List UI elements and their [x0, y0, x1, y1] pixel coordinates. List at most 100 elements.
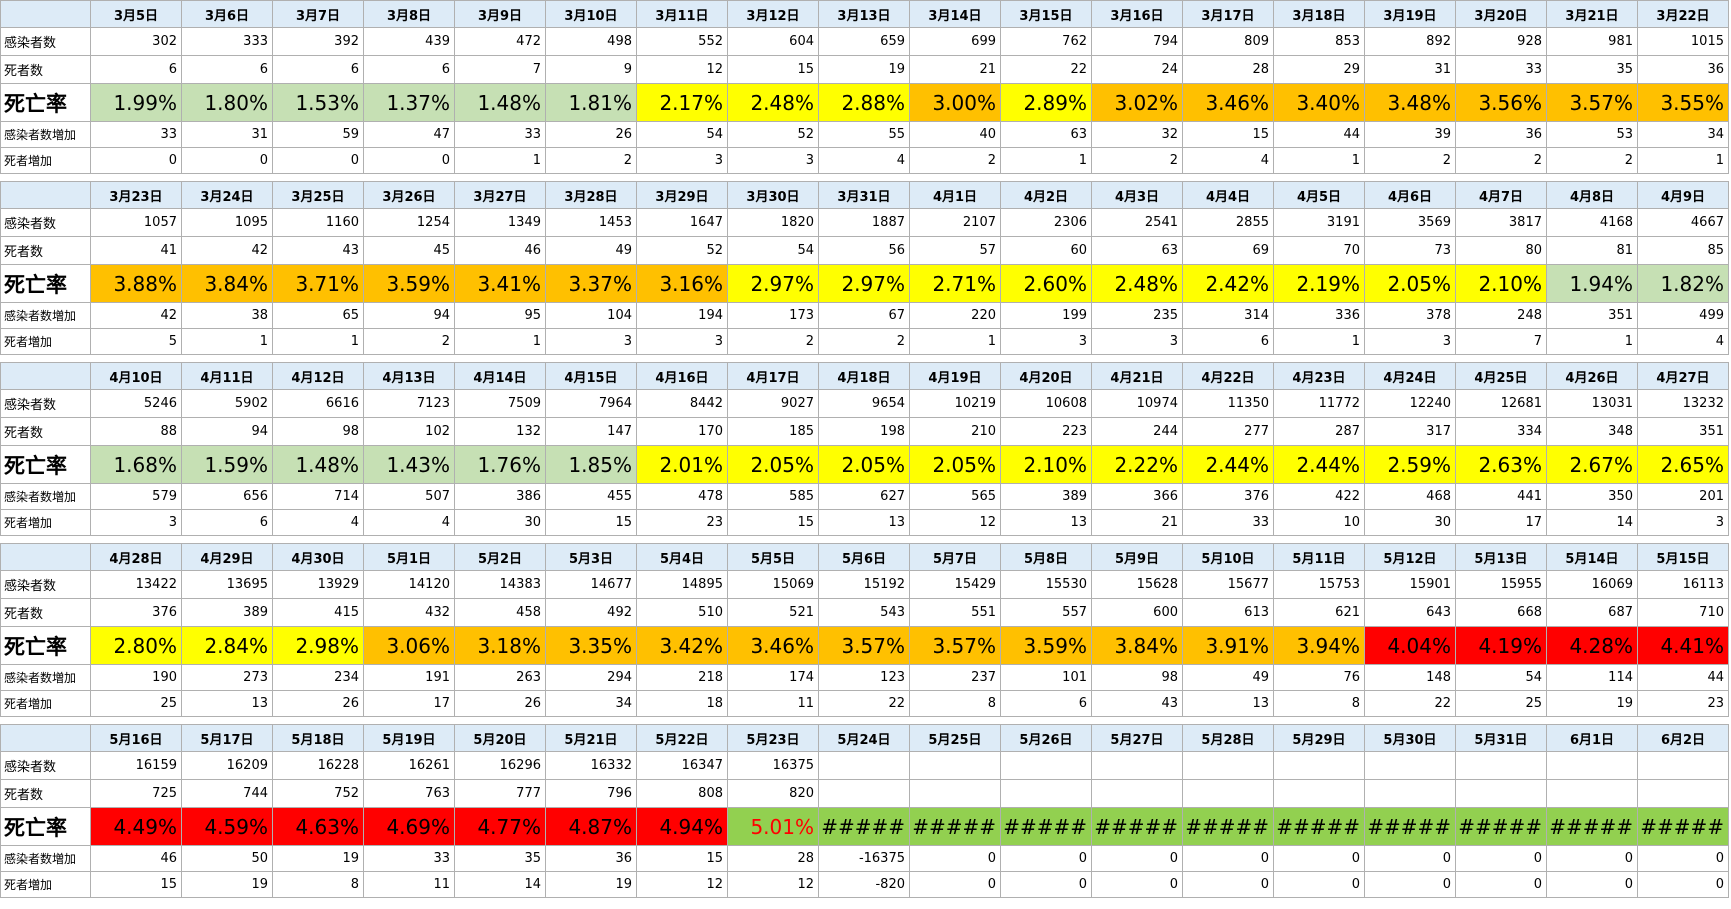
date-header: 3月5日 [91, 0, 182, 28]
value-cell [1001, 780, 1092, 808]
value-cell: 54 [728, 237, 819, 265]
value-cell [1183, 780, 1274, 808]
value-cell: 468 [1365, 484, 1456, 510]
value-cell: 98 [1092, 665, 1183, 691]
value-cell: 0 [910, 846, 1001, 872]
value-cell: 0 [1638, 872, 1729, 898]
value-cell: 600 [1092, 599, 1183, 627]
value-cell: 6 [1001, 691, 1092, 717]
value-cell: 317 [1365, 418, 1456, 446]
value-cell: 710 [1638, 599, 1729, 627]
date-header: 4月9日 [1638, 181, 1729, 209]
value-cell: 13929 [273, 571, 364, 599]
value-cell: 378 [1365, 303, 1456, 329]
value-cell: 34 [1638, 122, 1729, 148]
value-cell: 43 [1092, 691, 1183, 717]
date-header: 4月5日 [1274, 181, 1365, 209]
value-cell: 24 [1092, 56, 1183, 84]
value-cell: 314 [1183, 303, 1274, 329]
date-header: 4月30日 [273, 543, 364, 571]
value-cell: 0 [1456, 872, 1547, 898]
value-cell [819, 780, 910, 808]
value-cell: 42 [182, 237, 273, 265]
value-cell: 23 [637, 510, 728, 536]
value-cell: 33 [1456, 56, 1547, 84]
value-cell [1365, 780, 1456, 808]
value-cell: 762 [1001, 28, 1092, 56]
rate-cell: 3.42% [637, 627, 728, 665]
rate-cell: 2.67% [1547, 446, 1638, 484]
value-cell: 1 [182, 329, 273, 355]
date-header: 4月7日 [1456, 181, 1547, 209]
value-cell: 458 [455, 599, 546, 627]
value-cell: 244 [1092, 418, 1183, 446]
value-cell: 1057 [91, 209, 182, 237]
value-cell: 44 [1274, 122, 1365, 148]
date-header: 3月20日 [1456, 0, 1547, 28]
value-cell: 13 [1183, 691, 1274, 717]
value-cell: 687 [1547, 599, 1638, 627]
value-cell: 752 [273, 780, 364, 808]
value-cell: 147 [546, 418, 637, 446]
value-cell: 45 [364, 237, 455, 265]
value-cell: 33 [364, 846, 455, 872]
value-cell: 63 [1092, 237, 1183, 265]
value-cell: 21 [910, 56, 1001, 84]
rate-cell: 3.48% [1365, 84, 1456, 122]
rate-cell: 4.41% [1638, 627, 1729, 665]
rate-cell: 1.76% [455, 446, 546, 484]
value-cell: 30 [1365, 510, 1456, 536]
rate-cell: 3.06% [364, 627, 455, 665]
rate-cell: 4.04% [1365, 627, 1456, 665]
date-header: 4月26日 [1547, 362, 1638, 390]
value-cell: 0 [364, 148, 455, 174]
date-header: 4月12日 [273, 362, 364, 390]
value-cell: 585 [728, 484, 819, 510]
rate-cell: 2.84% [182, 627, 273, 665]
value-cell [1092, 752, 1183, 780]
value-cell: 12240 [1365, 390, 1456, 418]
rate-cell: 3.57% [819, 627, 910, 665]
value-cell: 1 [910, 329, 1001, 355]
date-header: 6月2日 [1638, 724, 1729, 752]
date-header: 4月17日 [728, 362, 819, 390]
value-cell: 699 [910, 28, 1001, 56]
date-header: 3月23日 [91, 181, 182, 209]
date-header: 3月17日 [1183, 0, 1274, 28]
row-label: 感染者数 [0, 752, 91, 780]
value-cell: 0 [1001, 846, 1092, 872]
value-cell: 28 [1183, 56, 1274, 84]
value-cell: 1 [1274, 148, 1365, 174]
value-cell: 148 [1365, 665, 1456, 691]
date-header: 5月22日 [637, 724, 728, 752]
value-cell: 472 [455, 28, 546, 56]
value-cell: 73 [1365, 237, 1456, 265]
value-cell [1547, 780, 1638, 808]
value-cell: 170 [637, 418, 728, 446]
row-label: 感染者数増加 [0, 484, 91, 510]
value-cell: 16296 [455, 752, 546, 780]
rate-cell: 2.60% [1001, 265, 1092, 303]
value-cell: 277 [1183, 418, 1274, 446]
value-cell [1365, 752, 1456, 780]
value-cell: 13 [819, 510, 910, 536]
value-cell: 15753 [1274, 571, 1365, 599]
value-cell: 507 [364, 484, 455, 510]
date-header: 4月22日 [1183, 362, 1274, 390]
value-cell: 190 [91, 665, 182, 691]
row-label: 死者数 [0, 56, 91, 84]
value-cell: 3 [637, 148, 728, 174]
date-header: 5月5日 [728, 543, 819, 571]
value-cell: 52 [637, 237, 728, 265]
date-header: 5月11日 [1274, 543, 1365, 571]
row-label: 死亡率 [0, 627, 91, 665]
value-cell: 21 [1092, 510, 1183, 536]
value-cell: 0 [1365, 872, 1456, 898]
row-label: 死亡率 [0, 265, 91, 303]
value-cell: 4 [1638, 329, 1729, 355]
value-cell [1547, 752, 1638, 780]
value-cell: 42 [91, 303, 182, 329]
value-cell: 201 [1638, 484, 1729, 510]
value-cell [1456, 752, 1547, 780]
value-cell: 22 [1365, 691, 1456, 717]
